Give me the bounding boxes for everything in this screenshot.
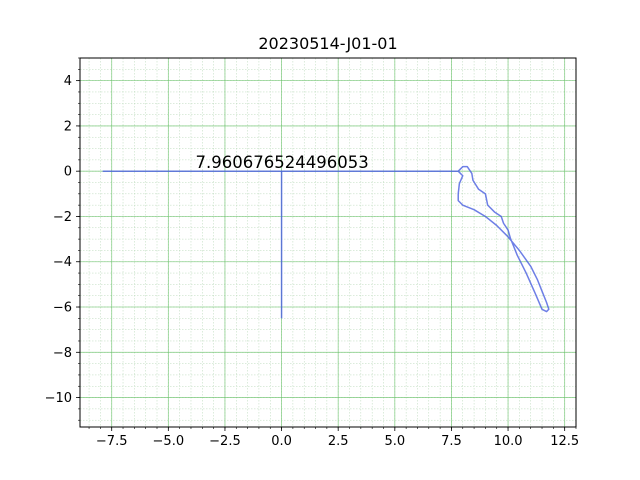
y-tick-label: −4 bbox=[53, 255, 72, 270]
x-tick-label: −7.5 bbox=[96, 434, 128, 449]
x-tick-label: 5.0 bbox=[384, 434, 405, 449]
y-tick-label: −10 bbox=[45, 391, 72, 406]
y-tick-label: 4 bbox=[64, 74, 72, 89]
y-tick-label: −6 bbox=[53, 301, 72, 316]
series-line-1 bbox=[102, 165, 550, 313]
chart-title: 20230514-J01-01 bbox=[258, 34, 397, 53]
annotation-label: 7.960676524496053 bbox=[196, 153, 369, 172]
x-tick-label: 10.0 bbox=[494, 434, 523, 449]
x-tick-label: −2.5 bbox=[209, 434, 241, 449]
plot-frame bbox=[79, 57, 577, 428]
axis-ticks: −7.5 −5.0 −2.5 0.0 2.5 5.0 7.5 10.0 12.5 4 2 0 −2 −4 −… bbox=[45, 57, 579, 449]
y-tick-label: −2 bbox=[53, 210, 72, 225]
major-grid bbox=[80, 58, 576, 427]
x-tick-label: 12.5 bbox=[550, 434, 579, 449]
x-tick-label: −5.0 bbox=[153, 434, 185, 449]
x-tick-label: 0.0 bbox=[271, 434, 292, 449]
series-layer bbox=[102, 165, 550, 319]
x-tick-label: 7.5 bbox=[441, 434, 462, 449]
y-tick-label: 2 bbox=[64, 119, 72, 134]
y-tick-label: −8 bbox=[53, 346, 72, 361]
x-tick-label: 2.5 bbox=[328, 434, 349, 449]
y-tick-label: 0 bbox=[64, 165, 72, 180]
